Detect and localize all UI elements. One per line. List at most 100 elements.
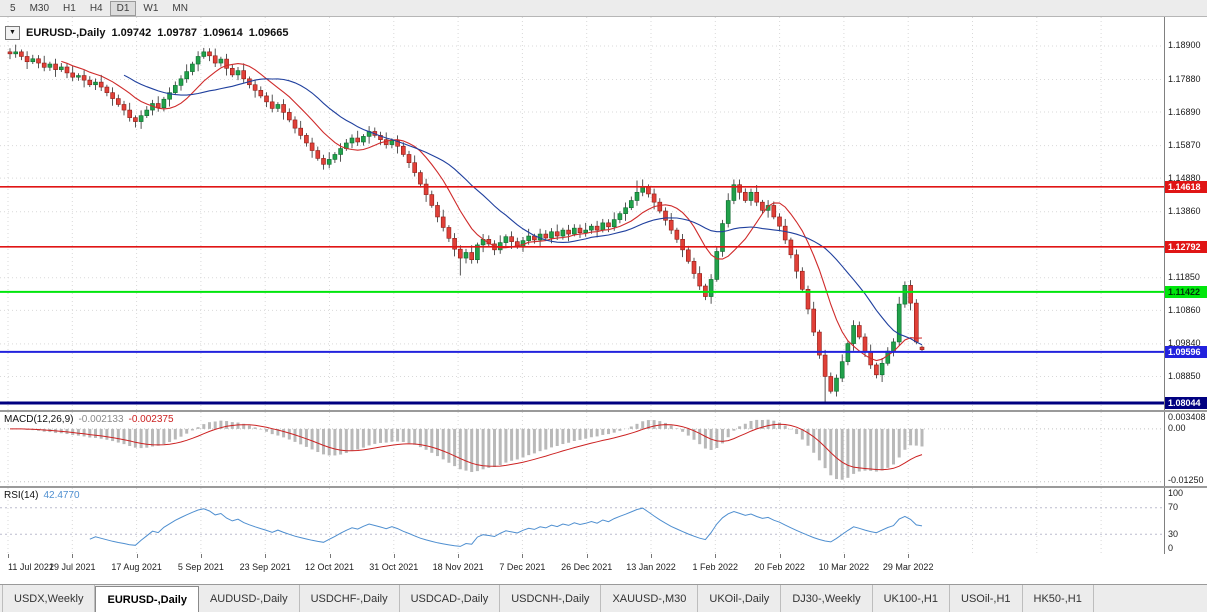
timeframe-button-w1[interactable]: W1 xyxy=(143,2,159,14)
rsi-indicator-label: RSI(14) 42.4770 xyxy=(4,490,80,501)
price-axis[interactable]: 1.18900 1.17880 1.16890 1.15870 1.14880 1.138… xyxy=(1164,17,1207,410)
price-tag-1-12792: 1.12792 xyxy=(1165,240,1207,253)
chart-tab-eurusd-daily[interactable]: EURUSD-,Daily xyxy=(95,586,199,612)
time-axis-label: 26 Dec 2021 xyxy=(561,562,613,572)
time-tick xyxy=(72,554,74,558)
rsi-axis-label: 0 xyxy=(1168,543,1174,553)
rsi-axis-label: 30 xyxy=(1168,528,1179,539)
chart-tab-usdchf-daily[interactable]: USDCHF-,Daily xyxy=(300,585,400,612)
time-tick xyxy=(200,554,202,558)
time-tick xyxy=(458,554,460,558)
time-axis-label: 20 Feb 2022 xyxy=(754,562,805,572)
macd-axis-label: 0.00 xyxy=(1168,423,1186,434)
panel-separator[interactable] xyxy=(0,410,1207,412)
chart-tab-usdcad-daily[interactable]: USDCAD-,Daily xyxy=(400,585,501,612)
ohlc-open: 1.09742 xyxy=(111,27,152,39)
price-axis-label: 1.17880 xyxy=(1168,73,1201,84)
time-tick xyxy=(586,554,588,558)
ma-21 xyxy=(123,74,923,346)
time-tick xyxy=(843,554,845,558)
time-axis-label: 5 Sep 2021 xyxy=(177,562,224,572)
rsi-value: 42.4770 xyxy=(43,490,80,501)
chart-title: ▼ EURUSD-,Daily 1.09742 1.09787 1.09614 … xyxy=(5,26,289,40)
macd-axis[interactable]: 0.003408 0.00 -0.01250 xyxy=(1164,412,1207,486)
price-axis-label: 1.10860 xyxy=(1168,304,1201,315)
ohlc-close: 1.09665 xyxy=(248,27,289,39)
timeframe-button-m30[interactable]: M30 xyxy=(29,2,50,14)
chart-tab-usdcnh-daily[interactable]: USDCNH-,Daily xyxy=(500,585,602,612)
price-axis-label: 1.09840 xyxy=(1168,338,1201,349)
price-chart-panel[interactable]: ▼ EURUSD-,Daily 1.09742 1.09787 1.09614 … xyxy=(0,17,1164,410)
price-axis-label: 1.16890 xyxy=(1168,106,1201,117)
price-axis-label: 1.08850 xyxy=(1168,370,1201,381)
time-axis-label: 29 Mar 2022 xyxy=(882,562,934,572)
chart-tab-xauusd-m30[interactable]: XAUUSD-,M30 xyxy=(601,585,699,612)
time-tick xyxy=(329,554,331,558)
timeframe-button-5[interactable]: 5 xyxy=(10,2,16,14)
timeframe-button-h1[interactable]: H1 xyxy=(63,2,76,14)
price-axis-label: 1.18900 xyxy=(1168,40,1201,51)
timeframe-toolbar: 5 M30 H1 H4 D1 W1 MN xyxy=(0,0,1207,17)
time-axis-label: 31 Oct 2021 xyxy=(369,562,419,572)
time-tick xyxy=(136,554,138,558)
ma-10 xyxy=(61,60,923,362)
price-axis-label: 1.14880 xyxy=(1168,172,1201,183)
chart-tab-dj30-weekly[interactable]: DJ30-,Weekly xyxy=(781,585,873,612)
time-axis-label: 7 Dec 2021 xyxy=(499,562,546,572)
macd-indicator-label: MACD(12,26,9) -0.002133 -0.002375 xyxy=(4,414,174,425)
time-axis-label: 29 Jul 2021 xyxy=(49,562,96,572)
time-tick xyxy=(908,554,910,558)
rsi-canvas[interactable] xyxy=(0,488,1164,554)
macd-signal-line xyxy=(10,423,923,471)
price-tag-1-08044: 1.08044 xyxy=(1165,396,1207,409)
moving-averages xyxy=(61,60,923,362)
price-chart-canvas[interactable] xyxy=(0,17,1164,410)
time-axis-label: 23 Sep 2021 xyxy=(239,562,291,572)
price-tag-1-09596: 1.09596 xyxy=(1165,345,1207,358)
time-axis-label: 17 Aug 2021 xyxy=(111,562,162,572)
macd-panel[interactable]: MACD(12,26,9) -0.002133 -0.002375 xyxy=(0,412,1164,486)
macd-canvas[interactable] xyxy=(0,412,1164,486)
time-tick xyxy=(265,554,267,558)
ohlc-low: 1.09614 xyxy=(203,27,243,39)
rsi-axis-label: 100 xyxy=(1168,488,1184,498)
horizontal-lines xyxy=(0,185,1164,405)
time-tick xyxy=(779,554,781,558)
time-tick xyxy=(8,554,9,558)
timeframe-button-d1[interactable]: D1 xyxy=(109,0,137,16)
price-tag-1-11422: 1.11422 xyxy=(1165,285,1207,298)
macd-axis-label: -0.01250 xyxy=(1168,475,1204,485)
time-tick xyxy=(393,554,395,558)
time-axis-label: 18 Nov 2021 xyxy=(432,562,484,572)
chart-tab-ukoil-daily[interactable]: UKOil-,Daily xyxy=(698,585,782,612)
price-axis-label: 1.15870 xyxy=(1168,140,1201,151)
time-axis[interactable]: 11 Jul 2021 29 Jul 2021 17 Aug 2021 5 Sep 2… xyxy=(0,554,1207,584)
panel-separator[interactable] xyxy=(0,486,1207,488)
time-axis-label: 11 Jul 2021 xyxy=(8,562,54,572)
timeframe-button-mn[interactable]: MN xyxy=(172,2,188,14)
time-axis-label: 12 Oct 2021 xyxy=(304,562,355,572)
time-axis-label: 13 Jan 2022 xyxy=(626,562,676,572)
price-tag-1-14618: 1.14618 xyxy=(1165,180,1207,193)
time-tick xyxy=(651,554,652,558)
macd-signal-value: -0.002375 xyxy=(128,414,174,425)
time-axis-label: 1 Feb 2022 xyxy=(692,562,739,572)
price-axis-label: 1.13860 xyxy=(1168,206,1201,217)
time-axis-label: 10 Mar 2022 xyxy=(818,562,870,572)
ohlc-high: 1.09787 xyxy=(157,27,197,39)
chart-tab-audusd-daily[interactable]: AUDUSD-,Daily xyxy=(199,585,300,612)
timeframe-button-h4[interactable]: H4 xyxy=(89,2,103,14)
macd-histogram xyxy=(14,419,924,480)
rsi-panel[interactable]: RSI(14) 42.4770 xyxy=(0,488,1164,554)
symbol-dropdown-button[interactable]: ▼ xyxy=(5,26,20,40)
rsi-axis-label: 70 xyxy=(1168,502,1179,513)
chart-tab-usoil-h1[interactable]: USOil-,H1 xyxy=(950,585,1023,612)
chart-tab-uk100-h1[interactable]: UK100-,H1 xyxy=(873,585,950,612)
rsi-axis[interactable]: 100 70 30 0 xyxy=(1164,488,1207,554)
chart-tab-usdx-weekly[interactable]: USDX,Weekly xyxy=(2,585,96,612)
chart-symbol-label: EURUSD-,Daily xyxy=(26,27,106,39)
chart-tabs-bar: USDX,Weekly EURUSD-,Daily AUDUSD-,Daily USD… xyxy=(0,584,1207,612)
chart-tab-hk50-h1[interactable]: HK50-,H1 xyxy=(1023,585,1094,612)
rsi-line xyxy=(89,507,923,547)
